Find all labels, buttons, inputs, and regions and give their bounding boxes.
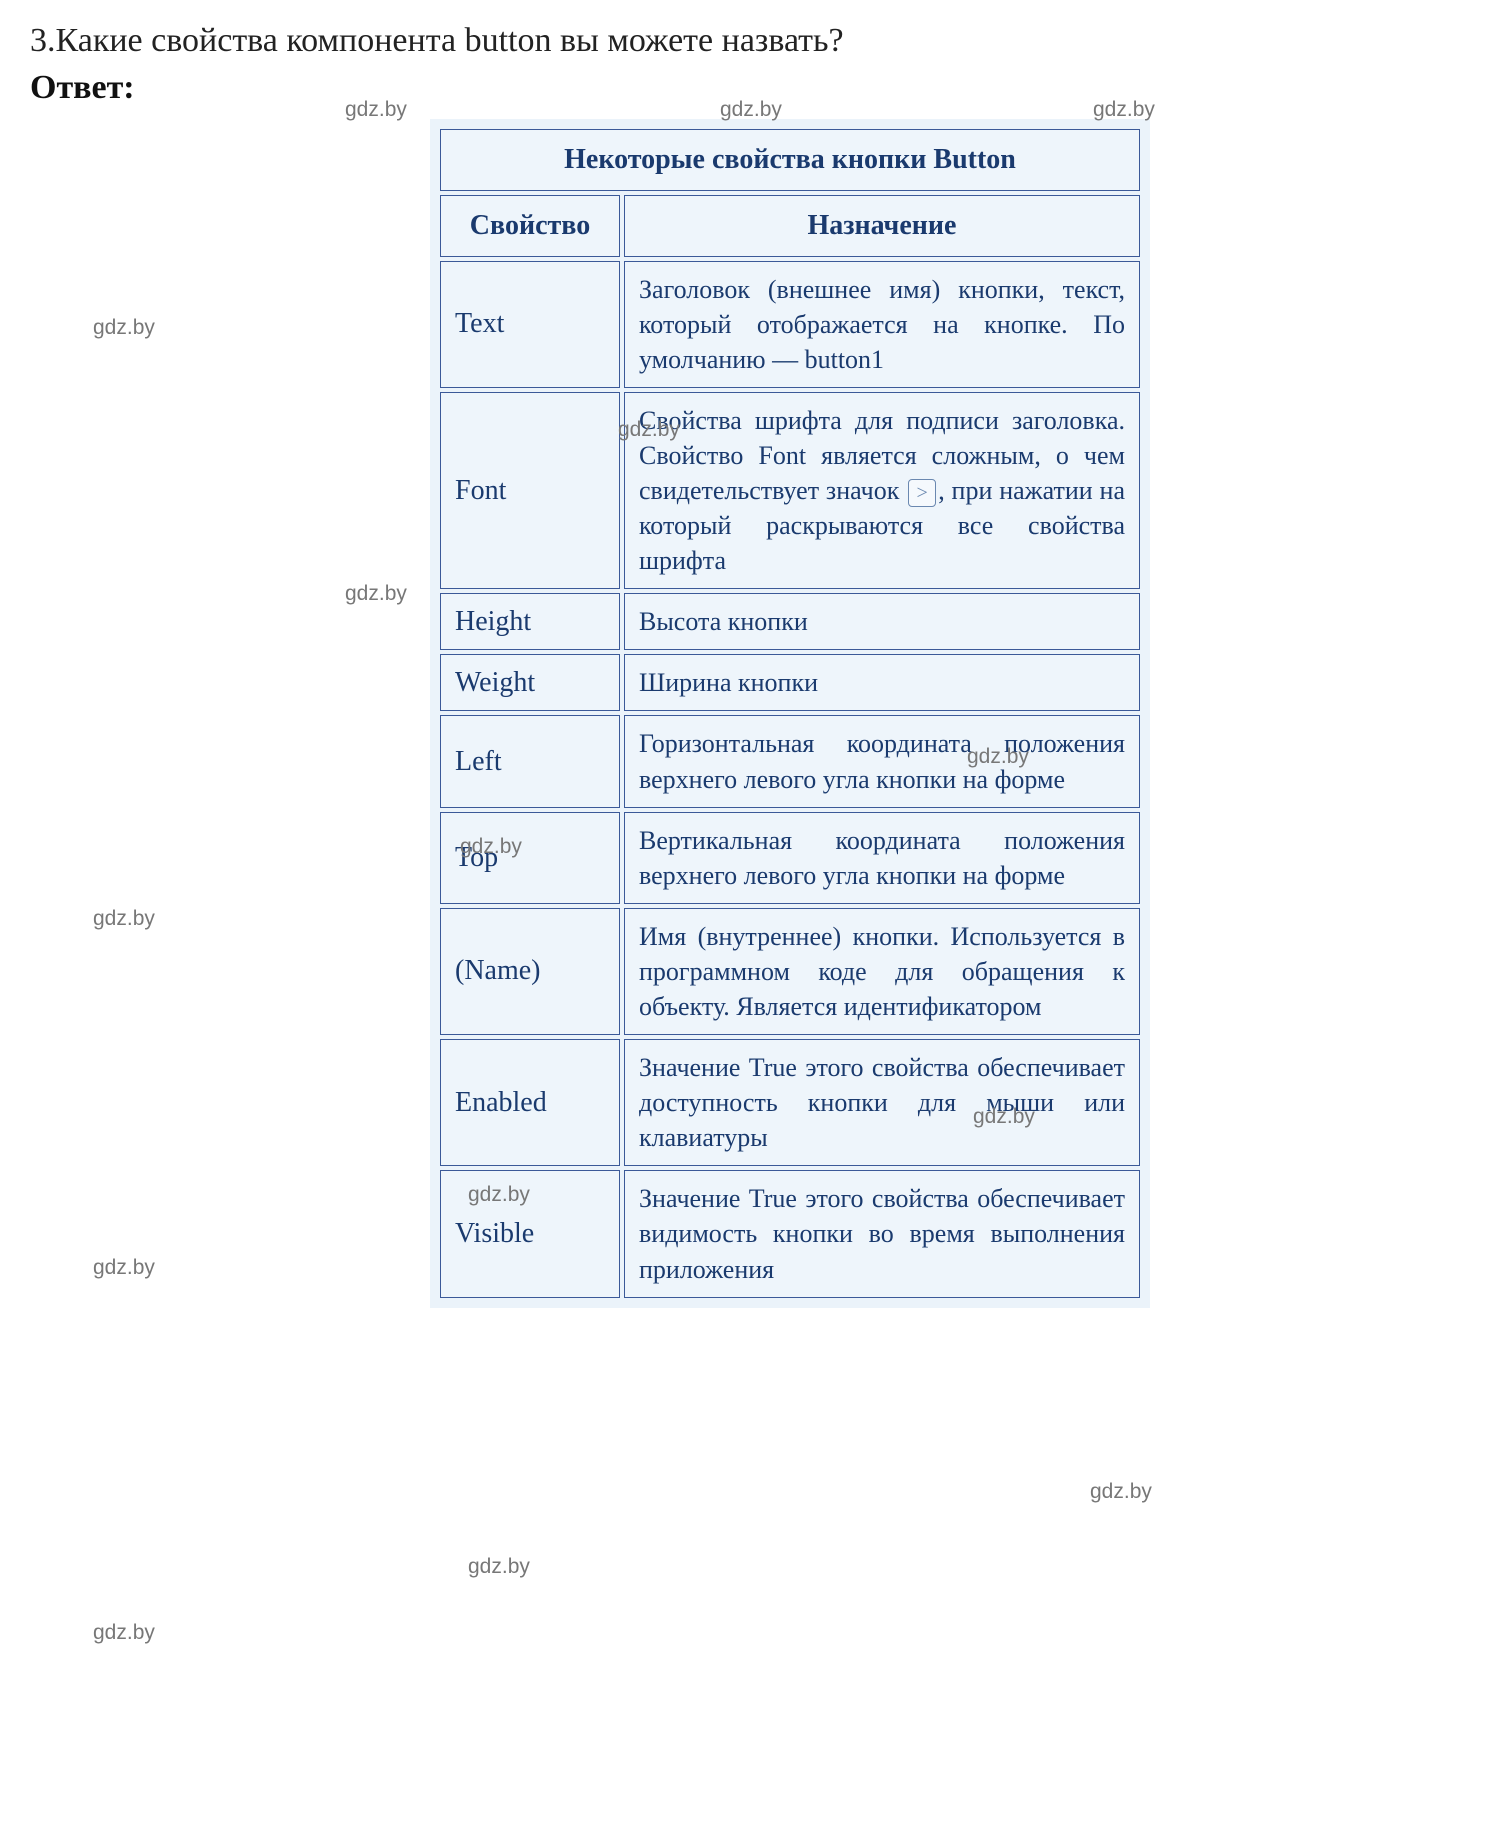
properties-table-region: Некоторые свойства кнопки Button Свойств… — [430, 119, 1150, 1308]
property-name: Left — [440, 715, 620, 807]
table-row: Weight Ширина кнопки — [440, 654, 1140, 711]
table-row: (Name) Имя (внутреннее) кнопки. Использу… — [440, 908, 1140, 1035]
property-description: Имя (внутреннее) кнопки. Используется в … — [624, 908, 1140, 1035]
expand-icon: > — [908, 479, 936, 507]
header-purpose: Назначение — [624, 195, 1140, 257]
table-row: Height Высота кнопки — [440, 593, 1140, 650]
property-name: Text — [440, 261, 620, 388]
property-name: Weight — [440, 654, 620, 711]
property-name: Enabled — [440, 1039, 620, 1166]
table-row: Visible Значение True этого свойства обе… — [440, 1170, 1140, 1297]
watermark-text: gdz.by — [93, 1621, 155, 1645]
answer-label: Ответ: — [30, 69, 1473, 107]
property-description: Значение True этого свойства обеспечивае… — [624, 1039, 1140, 1166]
table-row: Text Заголовок (внешнее имя) кнопки, тек… — [440, 261, 1140, 388]
watermark-text: gdz.by — [468, 1555, 530, 1579]
question-text: 3.Какие свойства компонента button вы мо… — [30, 20, 1473, 63]
watermark-text: gdz.by — [93, 316, 155, 340]
table-row: Left Горизонтальная координата положения… — [440, 715, 1140, 807]
header-property: Свойство — [440, 195, 620, 257]
property-name: Visible — [440, 1170, 620, 1297]
property-description: Ширина кнопки — [624, 654, 1140, 711]
watermark-text: gdz.by — [1090, 1480, 1152, 1504]
table-row: Top Вертикальная координата положения ве… — [440, 812, 1140, 904]
property-description: Вертикальная координата положения верхне… — [624, 812, 1140, 904]
table-title: Некоторые свойства кнопки Button — [440, 129, 1140, 191]
property-description: Заголовок (внешнее имя) кнопки, текст, к… — [624, 261, 1140, 388]
properties-table: Некоторые свойства кнопки Button Свойств… — [436, 125, 1144, 1302]
property-name: Height — [440, 593, 620, 650]
table-title-row: Некоторые свойства кнопки Button — [440, 129, 1140, 191]
watermark-text: gdz.by — [93, 907, 155, 931]
property-description: Горизонтальная координата положения верх… — [624, 715, 1140, 807]
table-row: Enabled Значение True этого свойства обе… — [440, 1039, 1140, 1166]
property-description: Значение True этого свойства обеспечивае… — [624, 1170, 1140, 1297]
table-header-row: Свойство Назначение — [440, 195, 1140, 257]
property-name: Font — [440, 392, 620, 589]
watermark-text: gdz.by — [345, 582, 407, 606]
property-name: (Name) — [440, 908, 620, 1035]
table-row: Font Свойства шрифта для подписи заголов… — [440, 392, 1140, 589]
property-name: Top — [440, 812, 620, 904]
property-description: Свойства шрифта для подписи заголовка. С… — [624, 392, 1140, 589]
watermark-text: gdz.by — [93, 1256, 155, 1280]
property-description: Высота кнопки — [624, 593, 1140, 650]
